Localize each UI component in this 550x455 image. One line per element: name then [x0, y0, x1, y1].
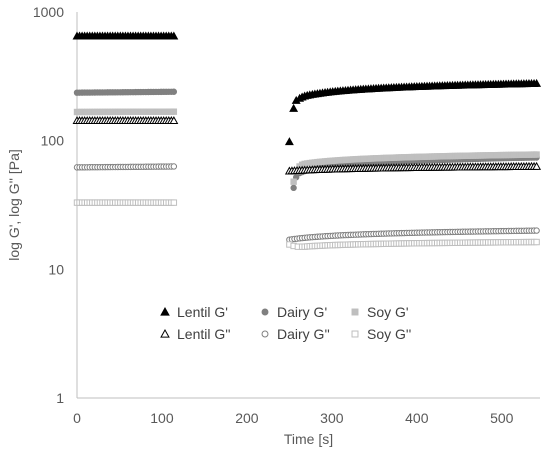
y-tick-labels: 1 10 100 1000	[33, 4, 64, 406]
y-tick-label: 1	[56, 390, 64, 406]
data-point	[169, 31, 179, 40]
data-point	[532, 161, 542, 170]
legend: Lentil G' Dairy G' Soy G' Lentil G'' Dairy G…	[160, 304, 411, 342]
legend-label: Lentil G'	[177, 304, 228, 320]
data-point	[533, 238, 540, 246]
data-point	[290, 178, 297, 185]
legend-item: Dairy G'	[261, 304, 327, 320]
legend-label: Lentil G''	[177, 326, 231, 342]
x-tick-label: 0	[73, 410, 81, 426]
legend-item: Soy G'	[351, 304, 409, 320]
x-tick-label: 200	[235, 410, 259, 426]
legend-marker	[160, 307, 170, 316]
x-axis-title: Time [s]	[284, 431, 333, 447]
x-tick-labels: 0 100 200 300 400 500	[73, 410, 514, 426]
y-axis-title: log G', log G'' [Pa]	[6, 149, 22, 261]
data-point	[533, 227, 540, 234]
x-tick-label: 500	[490, 410, 514, 426]
data-point	[170, 88, 178, 95]
legend-item: Lentil G''	[160, 326, 231, 342]
legend-item: Dairy G''	[261, 326, 330, 342]
legend-item: Lentil G'	[160, 304, 228, 320]
data-point	[169, 116, 179, 125]
legend-marker	[160, 329, 170, 338]
x-tick-label: 300	[320, 410, 344, 426]
legend-label: Soy G''	[367, 326, 411, 342]
series-lentil-g-	[72, 31, 542, 146]
data-point	[170, 163, 178, 170]
legend-label: Dairy G''	[277, 326, 330, 342]
legend-label: Dairy G'	[277, 304, 327, 320]
data-point	[170, 199, 178, 206]
data-point	[284, 137, 294, 146]
x-tick-label: 400	[405, 410, 429, 426]
legend-label: Soy G'	[367, 304, 409, 320]
legend-item: Soy G''	[351, 326, 411, 342]
legend-marker	[351, 330, 359, 338]
data-point	[170, 108, 178, 115]
y-tick-label: 100	[41, 133, 65, 149]
y-tick-label: 10	[48, 261, 64, 277]
data-point	[290, 184, 297, 192]
series-dairy-g-	[73, 88, 540, 192]
data-point	[533, 151, 540, 158]
legend-marker	[351, 308, 359, 316]
legend-marker	[261, 330, 269, 338]
data-points	[72, 31, 542, 250]
x-tick-label: 100	[150, 410, 174, 426]
series-dairy-g-	[73, 163, 540, 243]
y-tick-label: 1000	[33, 4, 64, 20]
data-point	[532, 78, 542, 87]
legend-marker	[261, 308, 269, 316]
series-lentil-g-	[72, 116, 542, 175]
series-soy-g-	[73, 199, 540, 250]
series-soy-g-	[73, 108, 540, 185]
data-point	[289, 103, 299, 112]
